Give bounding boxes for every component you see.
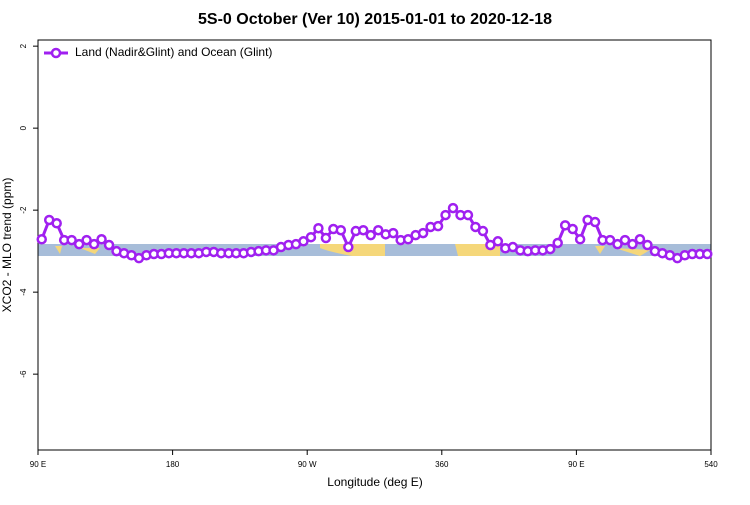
plot-frame — [37, 39, 712, 451]
point — [642, 239, 653, 251]
point — [343, 241, 354, 253]
x-tick-label: 90 W — [298, 460, 317, 469]
point — [432, 220, 444, 232]
y-tick-label: -2 — [19, 206, 28, 214]
point — [96, 234, 107, 245]
point — [604, 234, 616, 246]
chart-title: 5S-0 October (Ver 10) 2015-01-01 to 2020… — [198, 11, 552, 28]
point — [589, 216, 601, 228]
point — [387, 227, 399, 239]
point — [477, 225, 489, 237]
point — [492, 236, 504, 247]
point — [298, 236, 309, 247]
point — [417, 227, 429, 239]
x-tick-label: 180 — [166, 460, 180, 469]
legend-label: Land (Nadir&Glint) and Ocean (Glint) — [75, 45, 272, 59]
y-tick-label: 0 — [19, 125, 28, 130]
x-tick-label: 360 — [435, 460, 449, 469]
y-tick-label: 2 — [19, 43, 28, 48]
point — [627, 238, 638, 250]
point — [619, 234, 631, 246]
point — [66, 234, 77, 246]
point — [634, 234, 646, 245]
x-tick-label: 540 — [704, 460, 718, 469]
point — [365, 229, 377, 241]
point — [335, 224, 347, 236]
point — [702, 248, 713, 260]
x-tick-label: 90 E — [30, 460, 46, 469]
point — [447, 202, 459, 214]
point — [313, 222, 324, 234]
point — [402, 234, 414, 245]
point — [574, 234, 586, 245]
point — [462, 209, 474, 221]
point — [305, 231, 317, 243]
point — [88, 238, 100, 250]
point — [544, 243, 556, 255]
point — [103, 239, 115, 251]
y-axis-label: XCO2 - MLO trend (ppm) — [0, 178, 14, 313]
point — [358, 224, 369, 236]
point — [552, 237, 563, 249]
point — [81, 234, 92, 246]
point — [440, 209, 451, 221]
legend-marker — [50, 47, 62, 59]
point — [51, 218, 62, 229]
point — [36, 234, 47, 245]
point — [470, 221, 481, 233]
point — [73, 238, 85, 250]
x-tick-label: 90 E — [568, 460, 584, 469]
point — [372, 224, 384, 236]
y-tick-label: -6 — [19, 370, 28, 378]
point — [612, 238, 623, 250]
x-axis-label: Longitude (deg E) — [327, 475, 422, 489]
y-tick-label: -4 — [19, 288, 28, 296]
point — [567, 223, 578, 235]
point — [320, 232, 332, 244]
